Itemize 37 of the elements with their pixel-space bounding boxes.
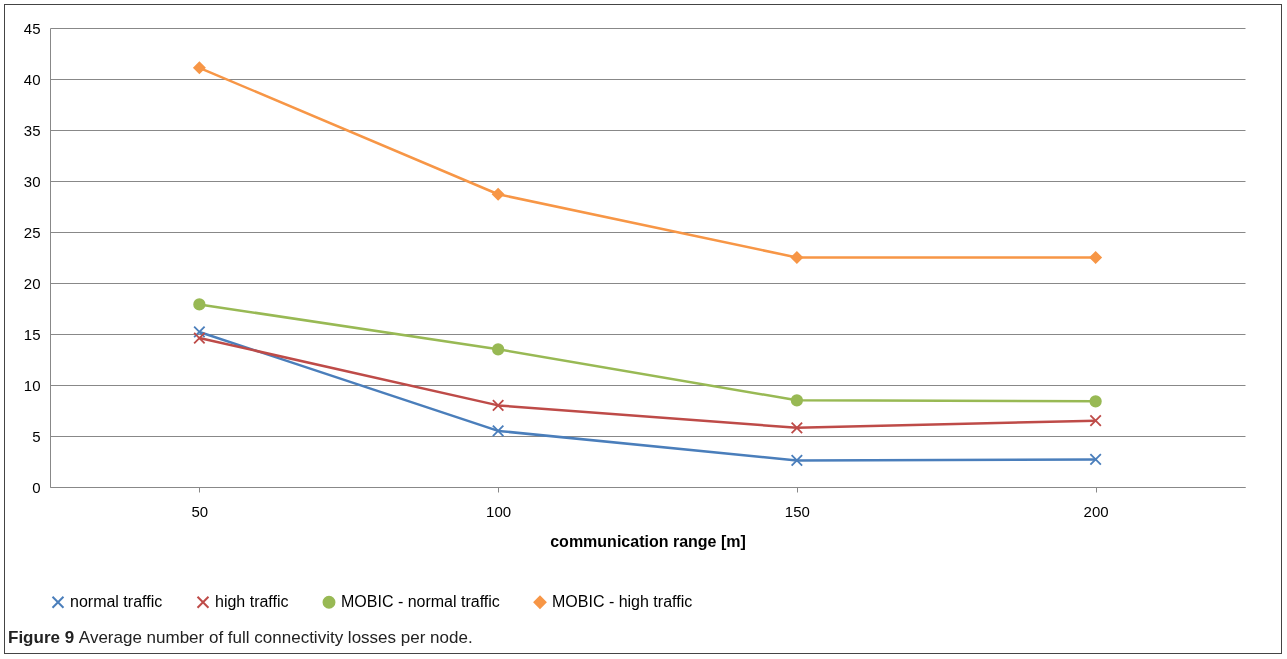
- x-tick-label: 50: [191, 502, 209, 520]
- point: [491, 399, 505, 412]
- point: [491, 188, 505, 201]
- y-tick-label: 10: [23, 376, 41, 394]
- y-tick-label: 40: [23, 70, 41, 88]
- point: [193, 298, 206, 311]
- point: [491, 424, 505, 438]
- caption: Figure 9: [8, 628, 76, 647]
- y-tick-label: 30: [23, 172, 41, 190]
- y-tick-label: 15: [23, 325, 41, 343]
- legend-label: MOBIC - normal traffic: [341, 593, 500, 611]
- y-tick-label: 20: [23, 274, 41, 292]
- point: [193, 61, 206, 74]
- point: [193, 325, 206, 339]
- legend-label: MOBIC - high traffic: [552, 593, 693, 611]
- x-tick-label: 200: [1083, 502, 1109, 520]
- y-tick-label: 45: [23, 19, 41, 37]
- y-tick-label: 5: [32, 427, 41, 445]
- y-tick-label: 0: [32, 478, 41, 496]
- y-tick-label: 35: [23, 121, 41, 139]
- point: [790, 421, 804, 434]
- point: [1089, 395, 1102, 408]
- point: [1089, 453, 1102, 466]
- point: [193, 331, 206, 345]
- x-axis-title: communication range [m]: [550, 532, 746, 550]
- y-tick-label: 25: [23, 223, 41, 241]
- point: [1089, 251, 1102, 264]
- point: [790, 454, 804, 467]
- legend-label: high traffic: [215, 593, 289, 611]
- legend-label: normal traffic: [70, 593, 163, 611]
- point: [790, 251, 804, 264]
- x-tick-label: 150: [784, 502, 810, 520]
- x-tick-label: 100: [486, 502, 512, 520]
- point: [790, 394, 804, 407]
- text: Average number of full connectivity losses per node.: [78, 628, 473, 647]
- point: [491, 343, 505, 356]
- point: [1089, 414, 1102, 427]
